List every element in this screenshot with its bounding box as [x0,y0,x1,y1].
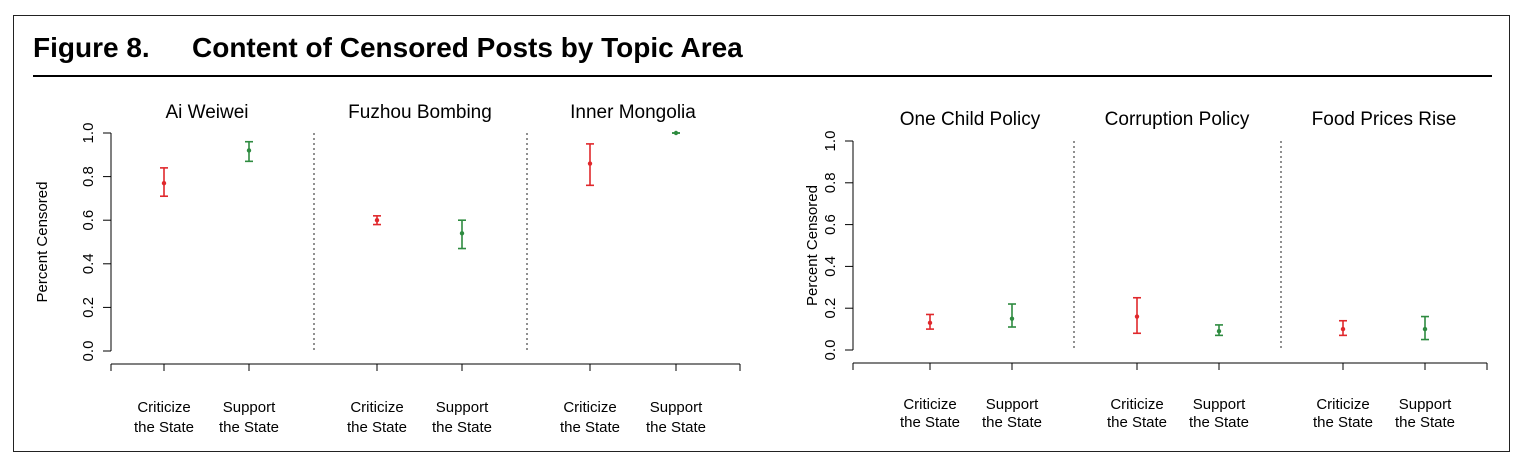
support-point [459,231,465,236]
x-tick-label: the State [1313,414,1373,431]
criticize-point [587,161,593,166]
panel-title: Corruption Policy [1105,109,1250,130]
panel-title: Inner Mongolia [570,102,696,123]
y-axis-label: Percent Censored [34,182,51,303]
y-tick-label: 0.8 [822,172,839,193]
y-tick-label: 0.2 [80,297,97,318]
x-tick-label: Support [436,399,489,416]
x-tick-label: the State [900,414,960,431]
support-point [1422,326,1428,332]
y-tick-label: 0.4 [822,256,839,277]
panel-fuzhou-bombing: Fuzhou Bombing Criticize the State Support t… [347,102,528,436]
chart-left: 0.0 0.2 0.4 0.6 0.8 1.0 Percent Censored Ai Wei… [34,102,741,436]
x-tick-label: the State [1107,414,1167,431]
x-tick-label: Criticize [563,399,616,416]
figure-title: Content of Censored Posts by Topic Area [192,32,743,63]
x-tick-label: the State [134,419,194,436]
x-tick-label: the State [432,419,492,436]
criticize-point [374,218,380,223]
y-tick-label: 0.4 [80,253,97,274]
x-tick-label: the State [347,419,407,436]
y-tick-label: 0.0 [80,341,97,362]
x-tick-label: the State [1189,414,1249,431]
criticize-point [1134,314,1140,319]
panel-title: Fuzhou Bombing [348,102,492,123]
support-point [1009,316,1015,321]
x-tick-label: the State [1395,414,1455,431]
panel-title: One Child Policy [900,109,1041,130]
criticize-point [927,320,933,326]
y-tick-label: 0.8 [80,166,97,187]
support-point [246,148,252,153]
x-tick-label: Criticize [1110,396,1163,413]
x-tick-label: Support [223,399,276,416]
x-tick-label: Criticize [137,399,190,416]
y-axis-label: Percent Censored [804,185,821,306]
y-tick-label: 1.0 [80,123,97,144]
y-tick-label: 0.0 [822,340,839,361]
panel-inner-mongolia: Inner Mongolia Criticize the State Support t… [560,102,706,436]
x-tick-label: Support [1193,396,1246,413]
y-tick-label: 0.6 [80,210,97,231]
x-tick-label: Criticize [1316,396,1369,413]
x-tick-label: the State [219,419,279,436]
support-point [673,130,679,136]
y-tick-label: 1.0 [822,131,839,152]
panel-title: Food Prices Rise [1312,109,1457,130]
x-tick-label: Support [650,399,703,416]
x-tick-label: the State [982,414,1042,431]
panel-ai-weiwei: Ai Weiwei Criticize the State Support the St… [134,102,315,436]
panel-title: Ai Weiwei [165,102,248,123]
x-tick-label: Support [1399,396,1452,413]
y-tick-label: 0.6 [822,214,839,235]
y-tick-label: 0.2 [822,298,839,319]
figure-frame [13,15,1510,452]
title-rule [33,75,1492,77]
x-tick-label: Support [986,396,1039,413]
x-tick-label: Criticize [350,399,403,416]
figure-label: Figure 8. [33,32,150,63]
x-tick-label: the State [646,419,706,436]
x-tick-label: the State [560,419,620,436]
chart-right: 0.0 0.2 0.4 0.6 0.8 1.0 Percent Censored One Ch… [804,109,1488,431]
x-tick-label: Criticize [903,396,956,413]
support-point [1216,328,1222,334]
criticize-point [1340,326,1346,332]
criticize-point [161,180,167,186]
